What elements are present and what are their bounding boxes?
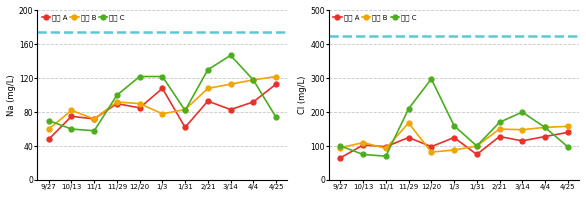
Legend: 농장 A, 농장 B, 농장 C: 농장 A, 농장 B, 농장 C [332, 14, 417, 22]
Legend: 농장 A, 농장 B, 농장 C: 농장 A, 농장 B, 농장 C [41, 14, 125, 22]
Y-axis label: Na (mg/L): Na (mg/L) [7, 74, 16, 116]
Y-axis label: Cl (mg/L): Cl (mg/L) [298, 76, 308, 114]
